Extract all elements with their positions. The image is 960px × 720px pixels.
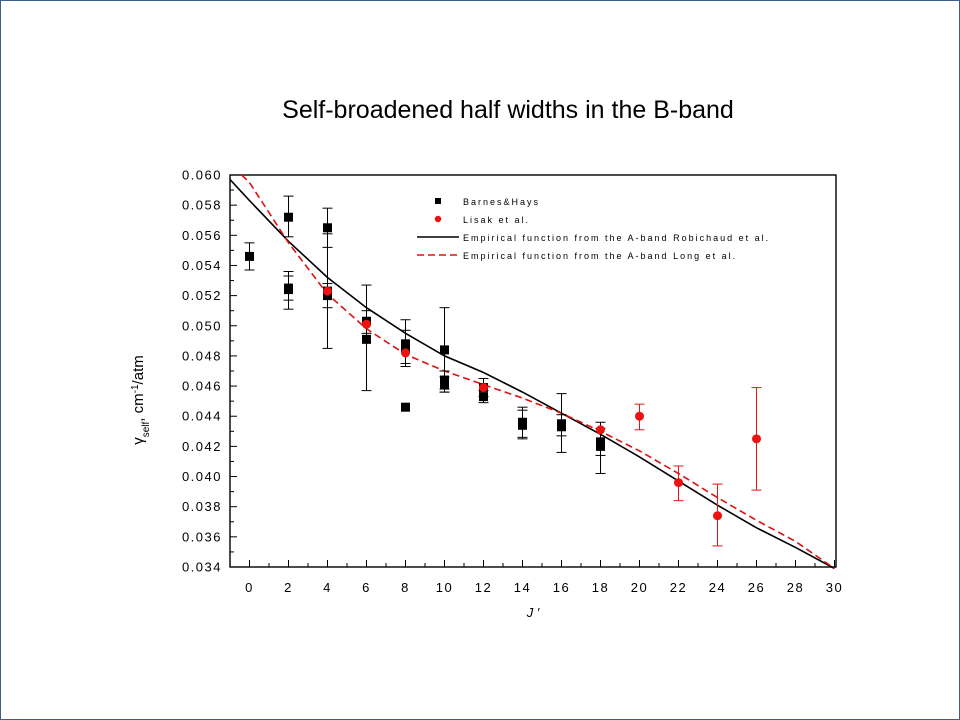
data-point [245,251,254,261]
data-point [401,348,410,358]
data-point [596,441,605,451]
x-tick-label: 8 [401,580,410,595]
x-tick-label: 16 [553,580,570,595]
data-point [401,402,410,412]
x-tick-label: 28 [787,580,804,595]
y-tick-label: 0.056 [182,228,222,243]
y-tick-label: 0.048 [182,348,222,363]
legend-marker [434,215,442,223]
x-tick-label: 22 [670,580,687,595]
data-point [440,375,449,385]
data-point [635,411,644,421]
y-axis: 0.034 0.036 0.038 0.040 0.042 0.044 0.046 0.048… [182,168,237,575]
legend-label: Lisak et al. [463,215,530,225]
y-tick-label: 0.034 [182,560,222,575]
legend-label: Empirical function from the A-band Long … [463,251,737,261]
y-tick-label: 0.036 [182,529,222,544]
data-point [323,291,332,301]
data-point [557,422,566,432]
data-point [596,437,605,447]
legend-marker [435,198,441,204]
x-tick-label: 24 [709,580,726,595]
x-tick-label: 0 [245,580,254,595]
data-point [479,392,488,402]
y-tick-label: 0.058 [182,198,222,213]
x-tick-label: 12 [475,580,492,595]
data-point [440,345,449,355]
y-tick-label: 0.050 [182,318,222,333]
data-point [401,343,410,353]
legend-label: Empirical function from the A-band Robic… [463,233,770,243]
data-point [362,319,371,329]
series-lines [229,174,835,570]
x-tick-label: 4 [323,580,332,595]
data-point [752,434,761,444]
x-axis: 0 2 4 6 8 10 12 14 16 18 20 22 24 26 28 30 [245,560,843,595]
data-point [596,425,605,435]
x-tick-label: 18 [592,580,609,595]
data-point [284,212,293,222]
y-tick-label: 0.038 [182,499,222,514]
data-point [713,511,722,521]
data-point [362,334,371,344]
y-tick-label: 0.044 [182,409,222,424]
y-tick-label: 0.052 [182,288,222,303]
data-point [479,383,488,393]
legend: Barnes&Hays Lisak et al. Empirical functio… [417,197,770,261]
series-line [229,178,835,570]
legend-label: Barnes&Hays [463,197,540,207]
x-tick-label: 26 [748,580,765,595]
y-axis-label: γself, cm-1/atm [130,355,152,445]
data-point [401,339,410,349]
x-tick-label: 14 [514,580,531,595]
slide-title: Self-broadened half widths in the B-band [282,96,734,124]
data-point [323,286,332,296]
data-point [674,478,683,488]
data-point [323,223,332,233]
y-tick-label: 0.060 [182,168,222,183]
series-line [241,174,835,570]
error-bars [244,195,762,547]
data-point [440,380,449,390]
data-point [284,283,293,293]
y-tick-label: 0.042 [182,439,222,454]
x-axis-label: J ′ [526,605,540,620]
x-tick-label: 2 [284,580,293,595]
data-point [518,420,527,430]
svg-text:γself, cm-1/atm: γself, cm-1/atm [130,355,152,445]
x-tick-label: 30 [826,580,843,595]
x-tick-label: 6 [362,580,371,595]
y-tick-label: 0.054 [182,258,222,273]
y-tick-label: 0.040 [182,469,222,484]
x-tick-label: 20 [631,580,648,595]
y-tick-label: 0.046 [182,379,222,394]
data-points [245,212,761,521]
x-tick-label: 10 [436,580,453,595]
